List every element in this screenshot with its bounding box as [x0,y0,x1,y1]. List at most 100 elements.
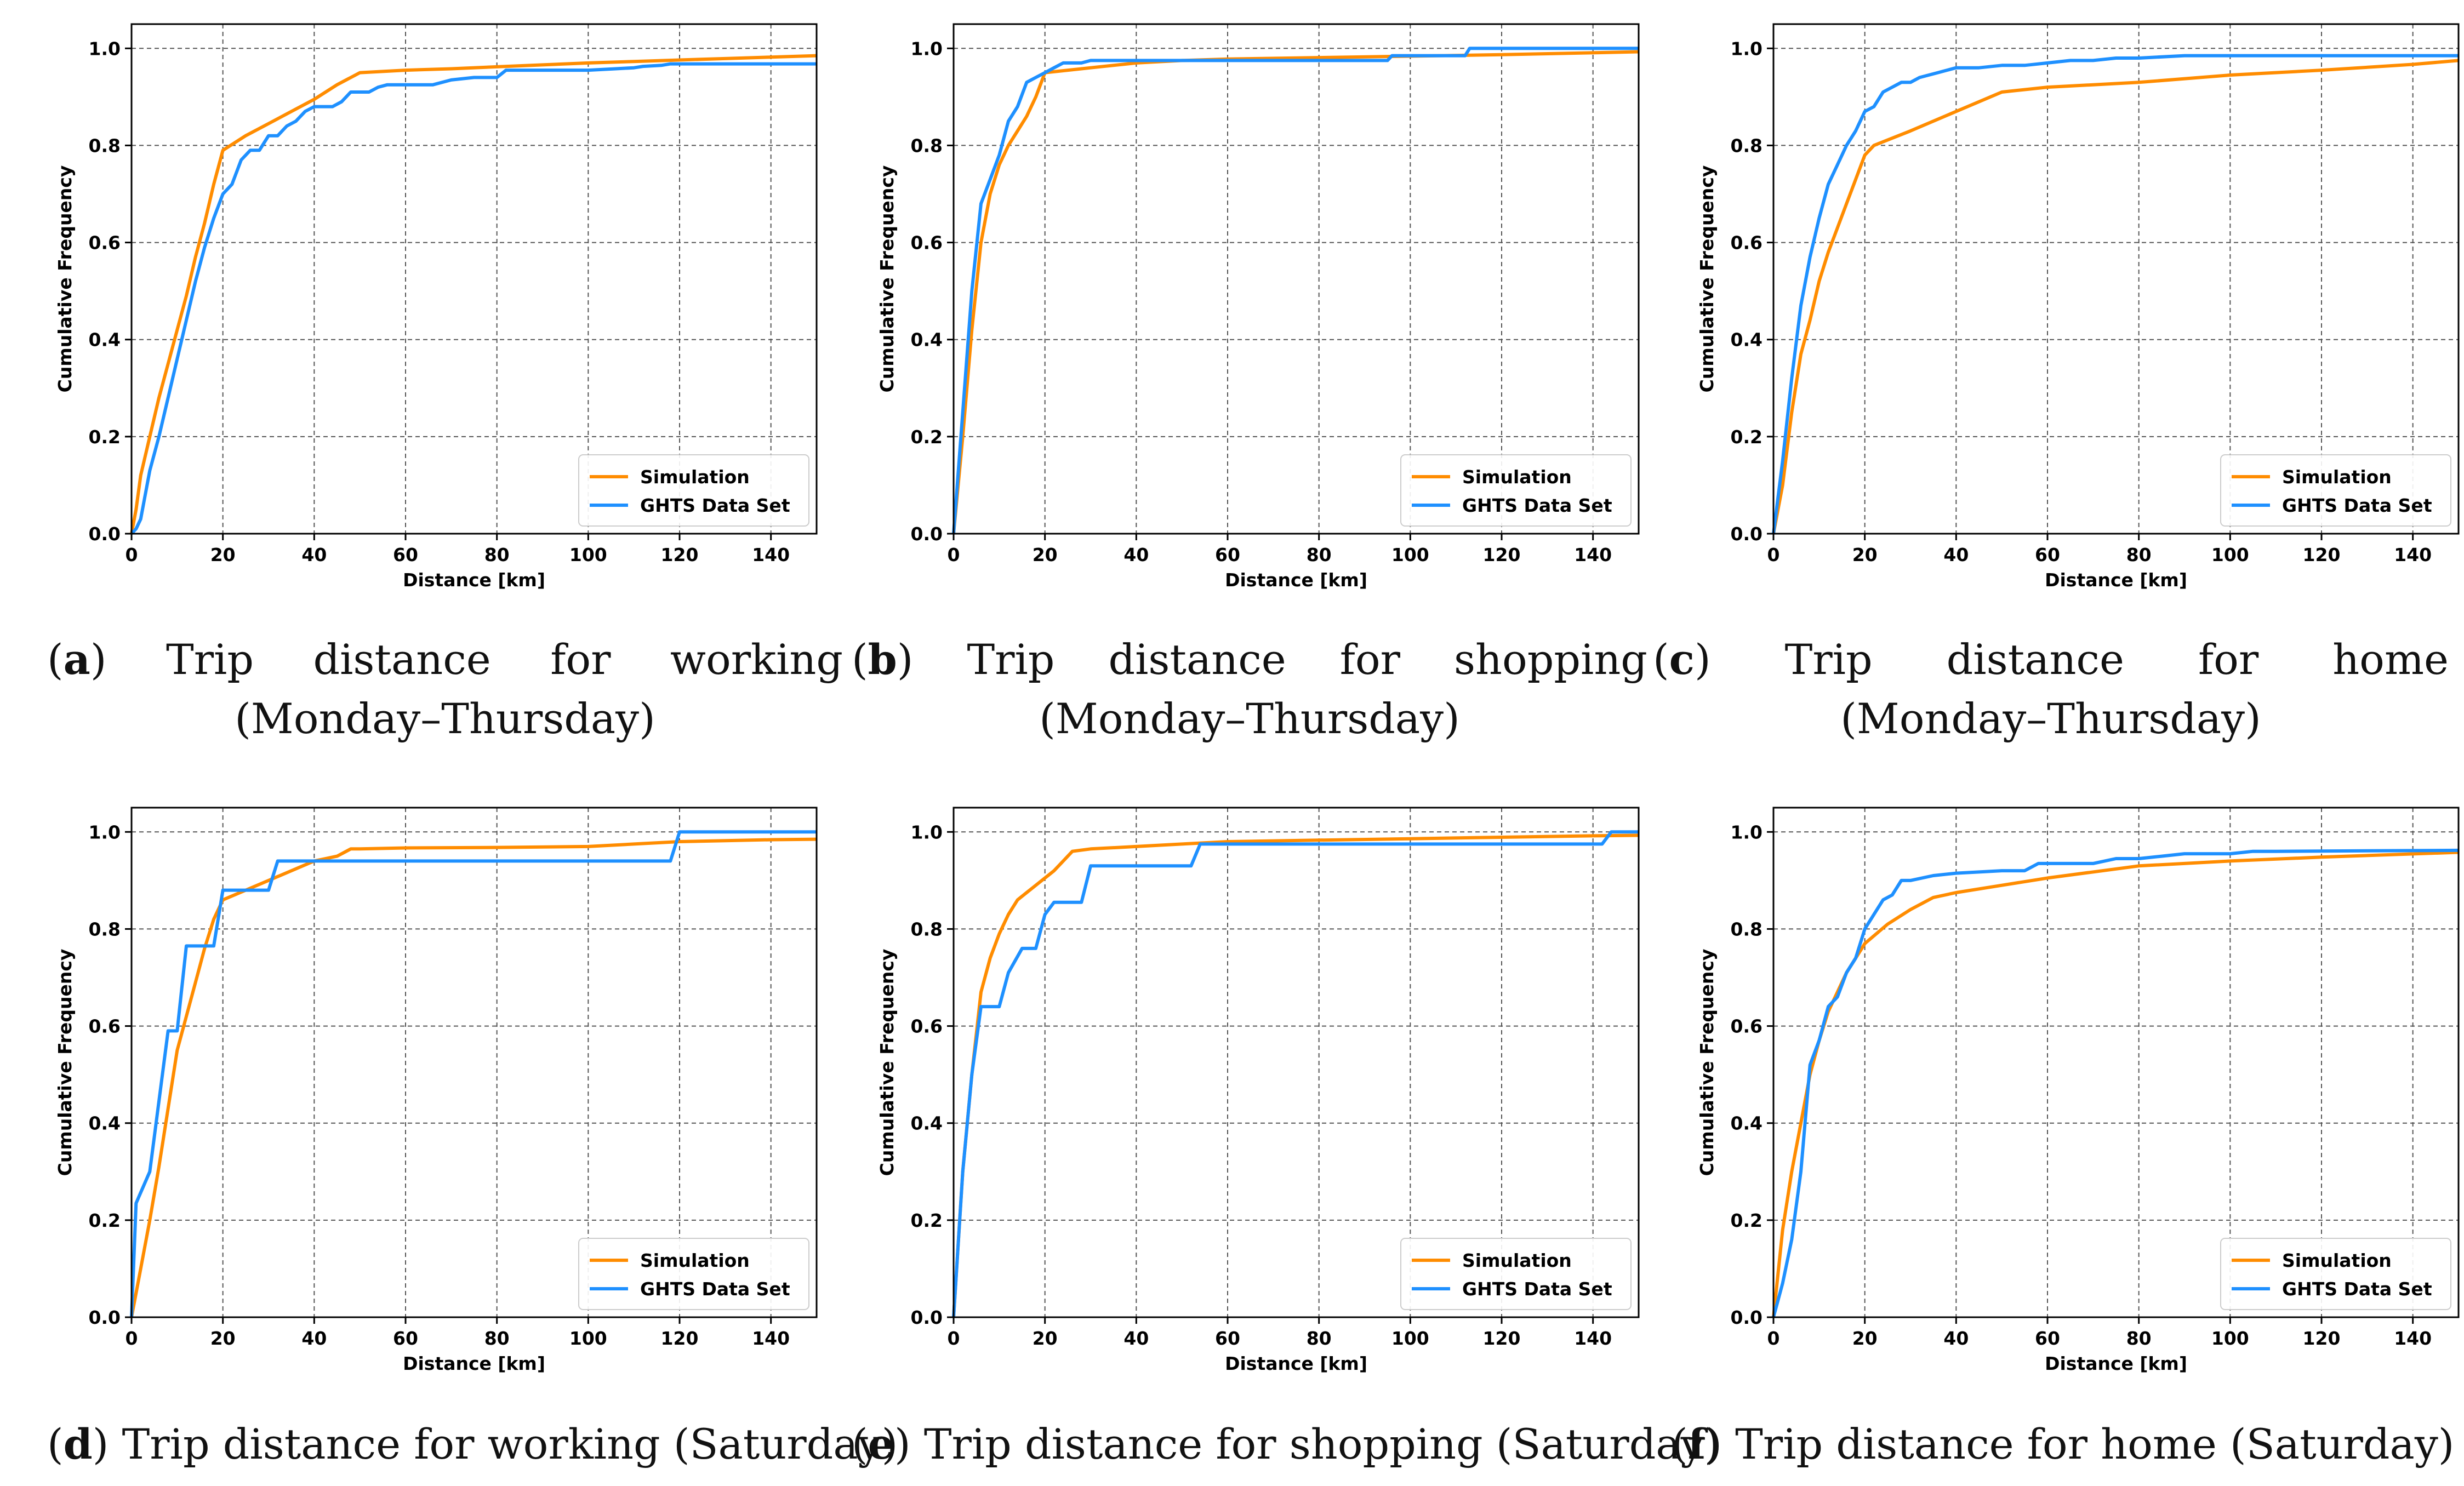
chart-c: 0 20 40 60 80 100 120 140 0.0 0.2 0.4 0.6 0.8 1.0 Dist… [1696,23,2460,591]
chart-e: 0 20 40 60 80 100 120 140 0.0 0.2 0.4 0.6 0.8 1.0 Dist… [876,807,1640,1374]
legend-label: Simulation [1462,1250,1572,1271]
x-tick-label: 100 [569,1328,607,1349]
caption-c-word: distance [1946,635,2124,684]
y-tick-label: 0.6 [911,1016,943,1037]
panel-f: 0 20 40 60 80 100 120 140 0.0 0.2 0.4 0.6 0.8 1.0 Dist… [1642,784,2464,1403]
x-tick-label: 140 [752,544,790,565]
x-tick-label: 60 [2035,544,2060,565]
caption-a: (a) Trip distance for working (Monday–Th… [47,630,843,748]
plot-frame [952,23,1640,535]
x-tick-label: 120 [1483,1328,1521,1349]
x-tick-label: 60 [2035,1328,2060,1349]
x-tick-label: 0 [126,1328,138,1349]
panel-a: 0 20 40 60 80 100 120 140 0.0 0.2 0.4 0.6 0.8 1.0 Dist… [0,0,822,619]
chart-d: 0 20 40 60 80 100 120 140 0.0 0.2 0.4 0.6 0.8 1.0 Dist… [54,807,818,1374]
caption-b-word: shopping [1454,635,1647,684]
x-tick-label: 40 [301,544,327,565]
y-tick-label: 1.0 [911,38,943,59]
series-line-ghts [1772,54,2459,534]
legend: Simulation GHTS Data Set [578,454,809,527]
y-tick-label: 0.4 [911,1113,943,1134]
caption-c-label: (c) [1653,635,1711,684]
legend: Simulation GHTS Data Set [1400,1238,1632,1310]
series-line-simulation [130,54,817,534]
x-tick-label: 0 [1767,1328,1780,1349]
plot-frame [130,807,818,1318]
series-line-simulation [1772,59,2459,534]
y-tick-label: 0.6 [89,1016,121,1037]
x-axis-label: Distance [km] [1225,569,1367,591]
legend-box [578,454,809,527]
legend-box [1400,454,1632,527]
caption-b: (b) Trip distance for shopping (Monday–T… [852,630,1647,748]
y-axis-label: Cumulative Frequency [876,165,898,393]
x-axis-label: Distance [km] [1225,1353,1367,1374]
y-tick-label: 0.8 [89,135,121,156]
y-tick-label: 1.0 [1731,821,1763,843]
caption-b-word: for [1339,635,1401,684]
x-tick-label: 20 [210,544,236,565]
y-tick-label: 0.2 [911,1210,943,1231]
y-tick-label: 0.2 [1731,426,1763,448]
legend: Simulation GHTS Data Set [2220,454,2451,527]
x-tick-label: 20 [1852,1328,1878,1349]
legend-label: Simulation [1462,466,1572,488]
x-tick-label: 100 [2211,544,2249,565]
x-tick-label: 0 [948,544,960,565]
series-line-ghts [1772,848,2459,1318]
x-tick-label: 80 [1307,544,1332,565]
y-tick-label: 0.8 [1731,918,1763,940]
y-tick-label: 0.6 [911,232,943,254]
x-axis-label: Distance [km] [403,569,545,591]
x-tick-label: 100 [1391,1328,1429,1349]
caption-d-text: Trip distance for working (Saturday) [122,1420,898,1468]
legend: Simulation GHTS Data Set [578,1238,809,1310]
legend-box [578,1238,809,1310]
y-tick-label: 0.4 [89,1113,121,1134]
legend-label: Simulation [2282,466,2392,488]
x-tick-label: 80 [2126,1328,2152,1349]
plot-frame [1772,23,2460,535]
caption-b-label: (b) [852,635,914,684]
caption-e: (e) Trip distance for shopping (Saturday… [852,1420,1721,1468]
series-line-simulation [130,837,817,1318]
y-tick-label: 0.2 [89,426,121,448]
x-axis-label: Distance [km] [2045,1353,2187,1374]
y-axis-label: Cumulative Frequency [876,949,898,1176]
x-tick-label: 80 [1307,1328,1332,1349]
legend-box [2220,1238,2451,1310]
caption-f-letter: f [1687,1420,1706,1468]
y-tick-label: 0.0 [911,523,943,545]
x-tick-label: 0 [126,544,138,565]
chart-a: 0 20 40 60 80 100 120 140 0.0 0.2 0.4 0.6 0.8 1.0 Dist… [54,23,818,591]
y-tick-label: 0.6 [1731,232,1763,254]
x-tick-label: 60 [1215,1328,1240,1349]
series-line-ghts [130,830,817,1318]
caption-c-word: home [2332,635,2449,684]
y-tick-label: 1.0 [89,38,121,59]
x-tick-label: 40 [1943,1328,1969,1349]
x-tick-label: 60 [1215,544,1240,565]
y-axis-label: Cumulative Frequency [54,949,76,1176]
x-tick-label: 80 [484,1328,510,1349]
legend: Simulation GHTS Data Set [2220,1238,2451,1310]
x-tick-label: 100 [2211,1328,2249,1349]
x-tick-label: 140 [1574,544,1612,565]
y-tick-label: 0.8 [1731,135,1763,156]
y-tick-label: 0.0 [1731,523,1763,545]
caption-a-word: Trip [166,635,254,684]
legend-label: Simulation [2282,1250,2392,1271]
legend-box [2220,454,2451,527]
y-tick-label: 0.2 [1731,1210,1763,1231]
x-tick-label: 100 [569,544,607,565]
x-tick-label: 120 [1483,544,1521,565]
x-tick-label: 120 [661,544,699,565]
x-tick-label: 40 [1123,1328,1149,1349]
y-tick-label: 1.0 [89,821,121,843]
caption-b-line2: (Monday–Thursday) [1039,694,1460,743]
caption-d-letter: d [63,1420,93,1468]
legend-label: Simulation [640,1250,750,1271]
series-line-ghts [952,830,1639,1318]
x-tick-label: 60 [393,1328,418,1349]
y-tick-label: 0.2 [89,1210,121,1231]
